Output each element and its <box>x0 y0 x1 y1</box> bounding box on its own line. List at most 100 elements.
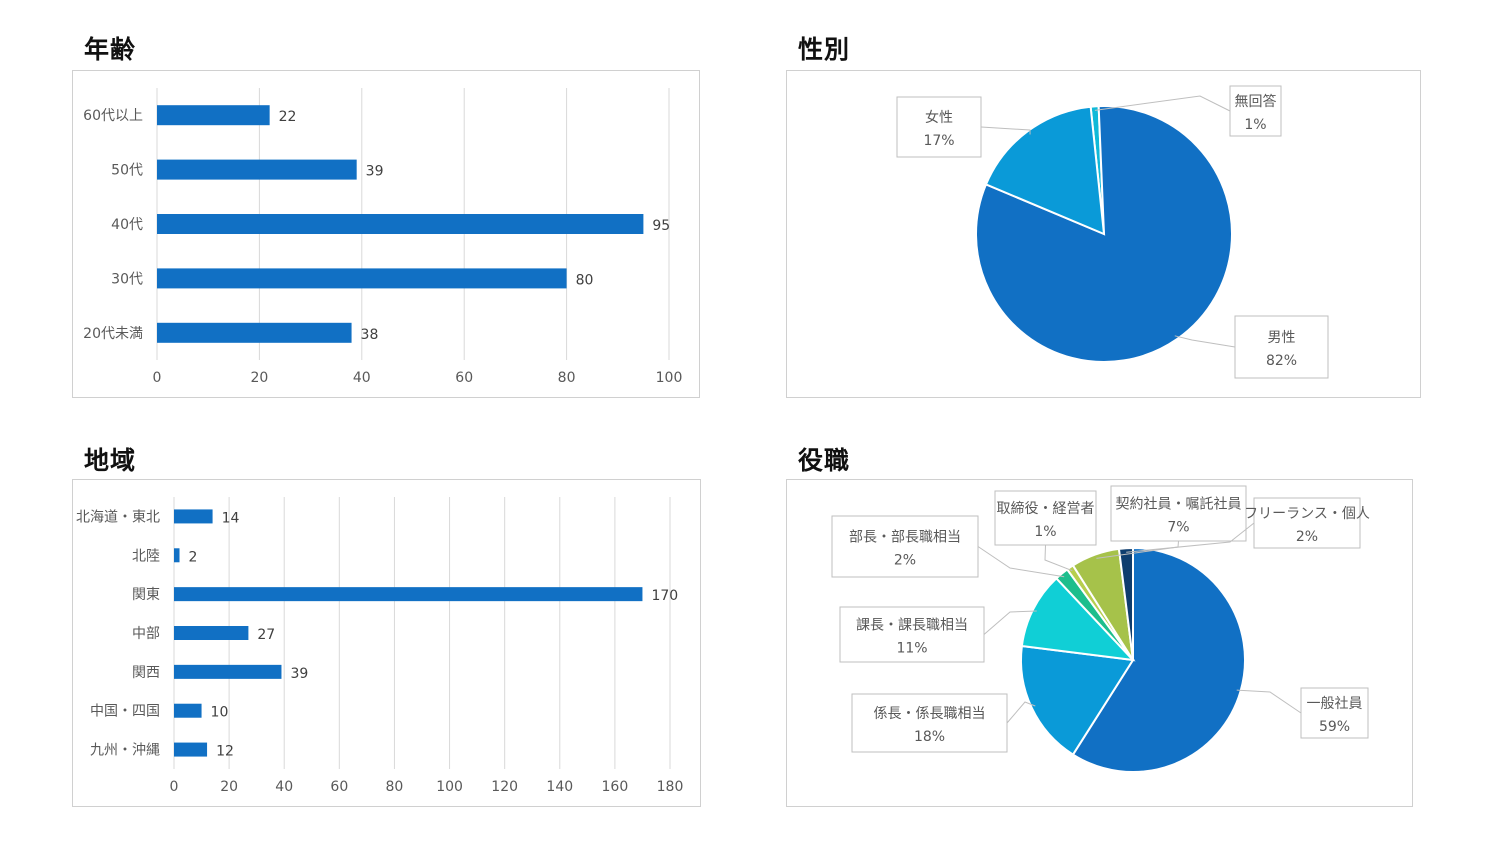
gender-slice-label: 無回答 <box>1235 93 1277 110</box>
position-pie-slice <box>1071 546 1246 773</box>
age-bar <box>157 105 270 126</box>
region-category-label: 北海道・東北 <box>76 509 160 525</box>
region-category-label: 中国・四国 <box>90 704 160 720</box>
age-data-label: 80 <box>576 272 594 288</box>
gender-slice-percent: 17% <box>923 133 954 149</box>
position-leader-line <box>1126 522 1255 553</box>
region-data-label: 10 <box>211 705 229 721</box>
region-x-tick-label: 120 <box>491 779 518 795</box>
position-slice-label: 取締役・経営者 <box>997 500 1095 517</box>
age-x-tick-label: 40 <box>353 370 371 386</box>
gender-slice-percent: 1% <box>1244 117 1266 133</box>
age-bar <box>157 214 644 234</box>
age-category-label: 30代 <box>111 271 143 287</box>
position-callout-box <box>851 693 1008 753</box>
position-leader-line <box>1044 544 1073 572</box>
region-data-label: 27 <box>257 627 275 643</box>
region-category-label: 関西 <box>132 665 160 681</box>
region-data-label: 12 <box>216 744 234 760</box>
position-pie-chart: 一般社員 59% 係長・係長職相当 18% 課長・課長職相当 11% 部長・部長職相当 2% 取… <box>831 485 1370 773</box>
region-x-tick-label: 80 <box>386 779 404 795</box>
position-slice-label: 一般社員 <box>1307 696 1363 712</box>
position-pie-slice <box>1117 546 1134 661</box>
position-pie-slice <box>1020 576 1136 662</box>
position-callout-box <box>839 606 985 663</box>
region-bar <box>174 509 213 524</box>
region-bar <box>174 742 208 757</box>
position-slice-percent: 2% <box>894 553 916 569</box>
region-bar <box>174 626 249 640</box>
position-callout-box <box>1300 687 1369 739</box>
region-x-tick-label: 20 <box>220 779 238 795</box>
position-leader-line <box>977 546 1065 578</box>
gender-callout-box <box>896 96 982 158</box>
region-category-label: 九州・沖縄 <box>90 743 160 759</box>
position-slice-label: 部長・部長職相当 <box>849 530 961 546</box>
region-category-label: 中部 <box>132 626 160 642</box>
position-leader-line <box>983 610 1037 635</box>
age-data-label: 39 <box>366 164 384 180</box>
position-callout-box <box>1110 485 1247 542</box>
gender-leader-line <box>1174 335 1236 348</box>
position-slice-percent: 7% <box>1167 520 1189 536</box>
age-x-tick-label: 80 <box>558 370 576 386</box>
region-x-tick-label: 100 <box>436 779 463 795</box>
region-data-label: 39 <box>290 666 308 682</box>
region-x-tick-label: 160 <box>602 779 629 795</box>
position-slice-label: 係長・係長職相当 <box>874 706 986 722</box>
position-chart-title: 役職 <box>798 446 851 475</box>
position-callout-box <box>994 490 1097 546</box>
age-data-label: 38 <box>361 327 379 343</box>
region-bar <box>174 587 643 602</box>
position-slice-percent: 1% <box>1034 524 1056 540</box>
age-bar <box>157 268 567 289</box>
position-slice-percent: 59% <box>1319 719 1350 735</box>
region-bar <box>174 703 202 718</box>
age-bar-chart: 0 20 40 60 80 100 60代以上 22 50代 39 40代 95 30代 80 20代未満 3… <box>83 88 682 386</box>
gender-pie-chart: 男性 82% 女性 17% 無回答 1% <box>896 85 1329 379</box>
position-slice-percent: 11% <box>896 641 927 657</box>
region-x-tick-label: 60 <box>330 779 348 795</box>
gender-leader-line <box>1094 95 1231 112</box>
age-data-label: 22 <box>279 109 297 125</box>
position-slice-percent: 18% <box>914 729 945 745</box>
age-x-tick-label: 20 <box>250 370 268 386</box>
age-x-tick-label: 100 <box>656 370 683 386</box>
region-x-tick-label: 0 <box>170 779 179 795</box>
gender-pie-slice <box>984 105 1106 236</box>
age-category-label: 20代未満 <box>83 326 143 342</box>
position-slice-percent: 2% <box>1296 529 1318 545</box>
position-slice-label: 契約社員・嘱託社員 <box>1116 497 1242 513</box>
age-category-label: 50代 <box>111 163 143 179</box>
position-slice-label: 課長・課長職相当 <box>856 618 968 634</box>
age-category-label: 60代以上 <box>83 108 143 124</box>
gender-callout-box <box>1229 85 1282 137</box>
position-leader-line <box>1006 701 1036 724</box>
age-x-tick-label: 0 <box>153 370 162 386</box>
position-callout-box <box>1253 497 1361 549</box>
region-category-label: 関東 <box>132 587 160 603</box>
position-pie-slice <box>1020 644 1135 756</box>
gender-callout-box <box>1234 315 1329 379</box>
region-data-label: 14 <box>222 510 240 526</box>
position-leader-line <box>1236 689 1302 714</box>
age-category-label: 40代 <box>111 217 143 233</box>
age-bar <box>157 322 352 343</box>
region-x-tick-label: 180 <box>657 779 684 795</box>
position-callout-box <box>831 515 979 578</box>
age-x-tick-label: 60 <box>455 370 473 386</box>
region-x-tick-label: 140 <box>546 779 573 795</box>
region-bar-chart: 0 20 40 60 80 100 120 140 160 180 北海道・東北 14 北陸 2 関東 170… <box>76 497 683 795</box>
region-chart-title: 地域 <box>84 446 137 475</box>
age-bar <box>157 159 357 180</box>
gender-slice-label: 女性 <box>925 109 953 126</box>
gender-slice-label: 男性 <box>1268 330 1296 346</box>
region-data-label: 170 <box>651 588 678 604</box>
region-bar <box>174 548 180 563</box>
region-data-label: 2 <box>189 549 198 565</box>
age-data-label: 95 <box>652 218 670 234</box>
gender-chart-title: 性別 <box>798 35 851 64</box>
age-chart-title: 年齢 <box>84 35 137 64</box>
gender-slice-percent: 82% <box>1266 353 1297 369</box>
